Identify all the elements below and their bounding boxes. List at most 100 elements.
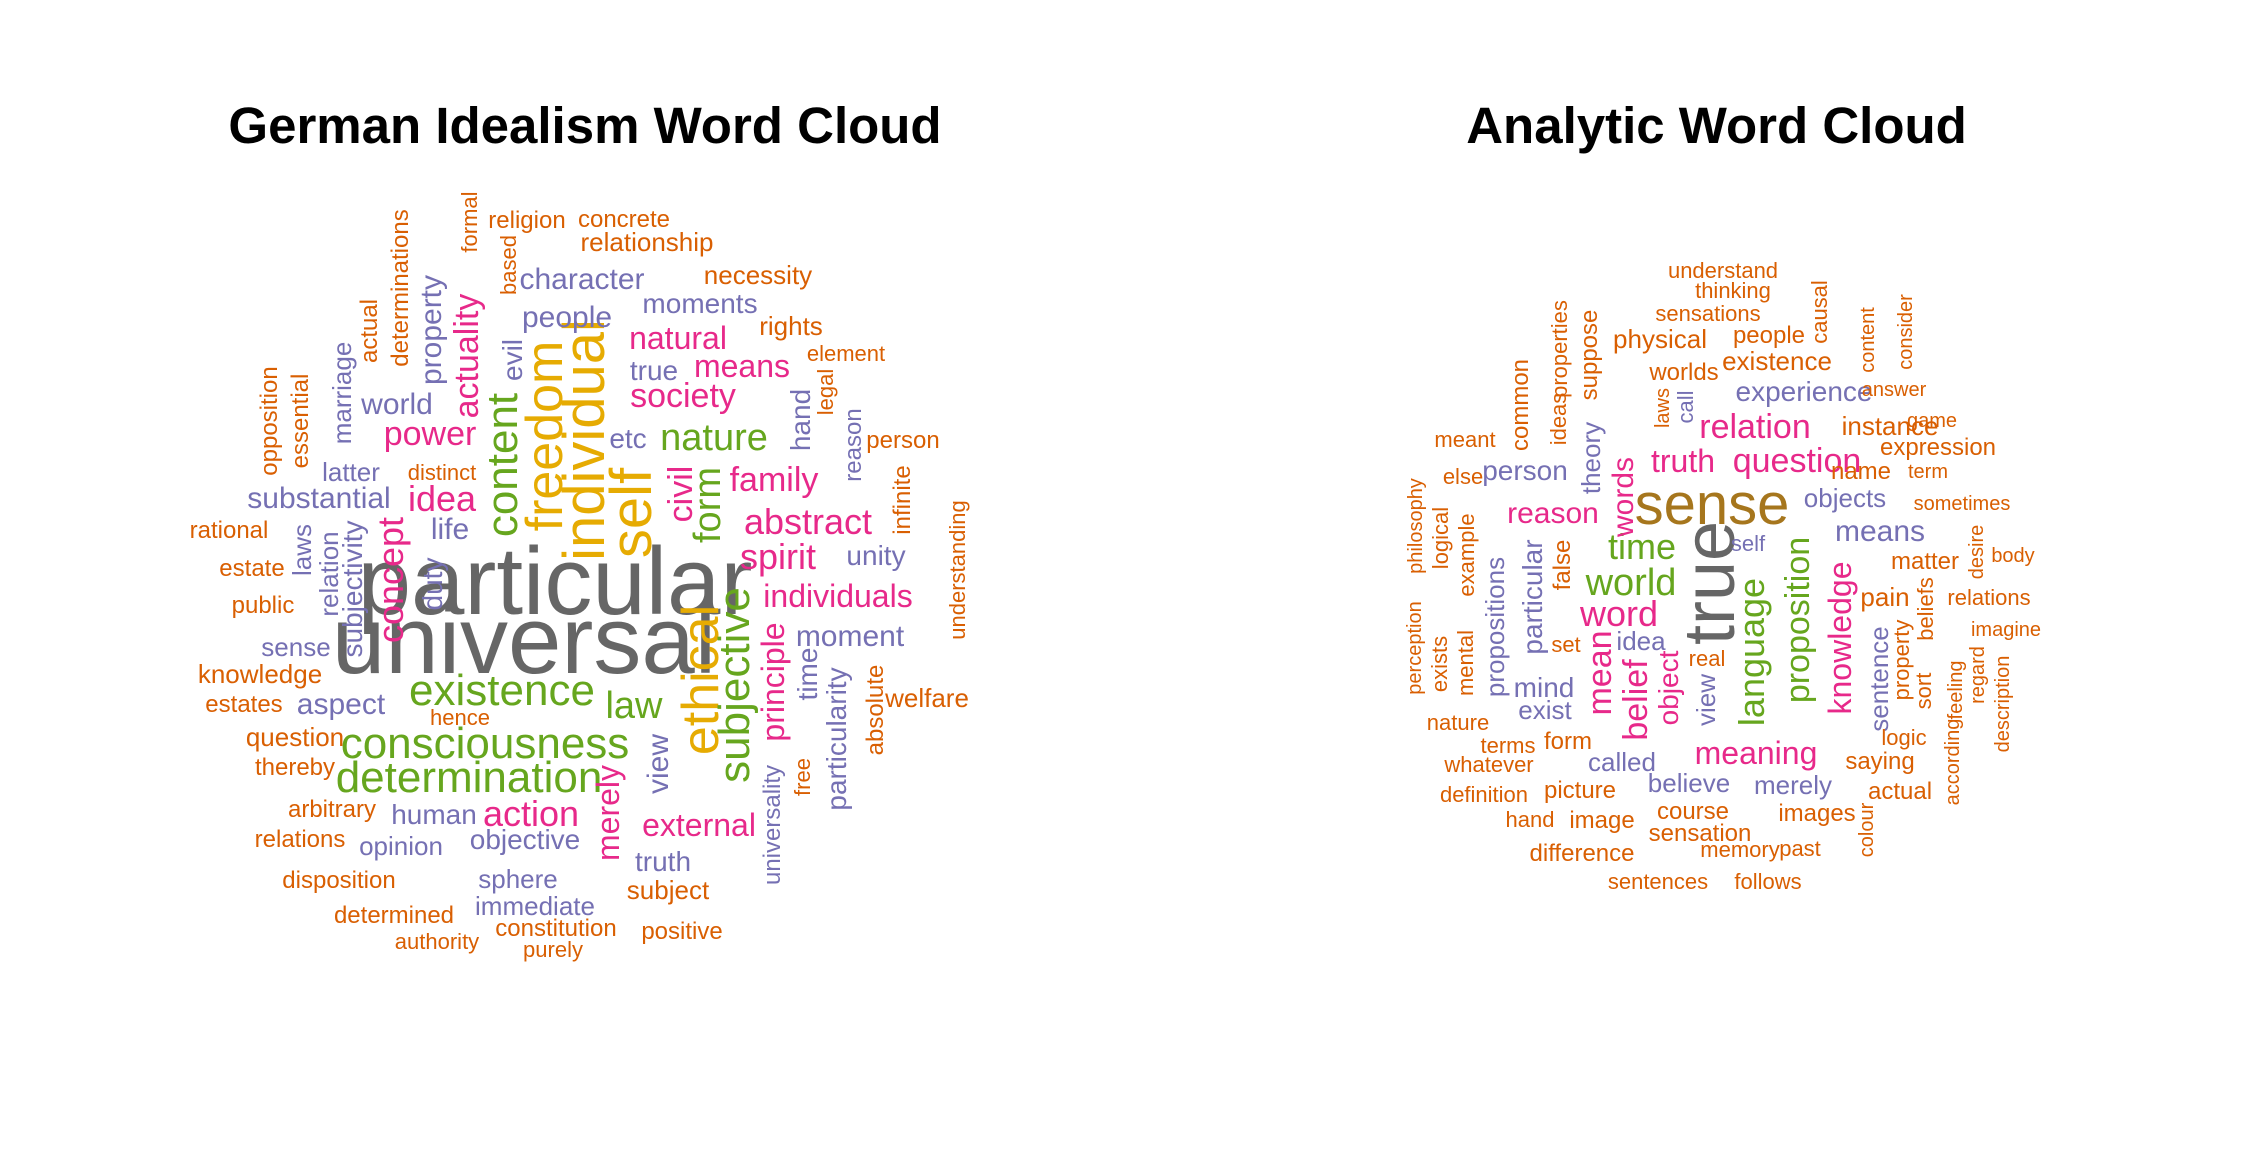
cloud-word: perception: [1404, 601, 1426, 695]
cloud-word: physical: [1613, 324, 1707, 354]
cloud-word: family: [729, 461, 819, 499]
cloud-word: spirit: [739, 536, 817, 577]
cloud-word: relations: [254, 826, 346, 853]
cloud-word: objects: [1803, 483, 1887, 513]
cloud-word: etc: [609, 423, 647, 454]
cloud-word: words: [1607, 456, 1640, 538]
cloud-word: abstract: [743, 501, 873, 542]
cloud-word: mind: [1513, 672, 1575, 703]
cloud-word: particular: [1517, 539, 1548, 655]
cloud-word: relations: [1947, 585, 2031, 610]
cloud-word: truth: [1650, 443, 1716, 479]
cloud-word: false: [1549, 539, 1576, 591]
cloud-word: welfare: [885, 683, 969, 713]
cloud-word: self: [599, 467, 664, 559]
cloud-word: knowledge: [1822, 561, 1858, 715]
cloud-word: past: [1779, 836, 1821, 861]
cloud-word: sort: [1911, 672, 1936, 710]
cloud-word: regard: [1967, 646, 1989, 704]
cloud-word: immediate: [475, 891, 595, 921]
cloud-word: concrete: [577, 206, 671, 233]
cloud-word: moment: [795, 620, 905, 653]
cloud-word: natural: [629, 320, 727, 356]
cloud-word: instance: [1841, 411, 1939, 441]
cloud-word: duty: [417, 557, 448, 611]
cloud-word: hand: [1505, 807, 1555, 832]
cloud-word: hence: [430, 705, 490, 730]
cloud-word: set: [1551, 632, 1581, 657]
cloud-word: difference: [1529, 840, 1635, 867]
cloud-word: whatever: [1444, 752, 1534, 777]
cloud-word: property: [415, 274, 448, 386]
cloud-word: merely: [1753, 770, 1833, 800]
cloud-word: actual: [1867, 778, 1933, 805]
cloud-word: meant: [1434, 427, 1496, 452]
cloud-word: knowledge: [197, 659, 323, 689]
cloud-word: hand: [785, 388, 816, 452]
cloud-word: subjectivity: [337, 520, 368, 658]
cloud-word: unity: [846, 540, 906, 571]
cloud-word: call: [1673, 390, 1698, 424]
cloud-word: particular: [357, 528, 753, 635]
cloud-word: nature: [1426, 710, 1490, 735]
cloud-word: determined: [333, 902, 455, 929]
cloud-word: object: [1653, 650, 1684, 726]
cloud-word: thereby: [254, 754, 336, 781]
cloud-word: game: [1906, 410, 1958, 432]
cloud-word: based: [496, 235, 521, 295]
cloud-word: term: [1908, 461, 1948, 483]
cloud-word: essential: [287, 373, 314, 469]
cloud-word: laws: [287, 523, 317, 577]
cloud-word: theory: [1576, 421, 1606, 495]
cloud-word: latter: [322, 457, 380, 487]
cloud-word: content: [1857, 307, 1879, 373]
cloud-word: rational: [189, 517, 269, 544]
cloud-word: concept: [370, 516, 411, 644]
cloud-word: means: [693, 348, 791, 384]
cloud-word: action: [482, 793, 580, 834]
cloud-word: feeling: [1945, 660, 1967, 720]
cloud-word: form: [1544, 728, 1592, 755]
cloud-word: exist: [1518, 695, 1572, 725]
cloud-word: substantial: [247, 482, 391, 515]
cloud-word: determination: [335, 753, 603, 802]
cloud-word: principle: [755, 622, 791, 742]
cloud-word: view: [1691, 673, 1721, 727]
cloud-word: word: [1579, 593, 1659, 634]
cloud-word: properties: [1547, 300, 1572, 398]
cloud-word: sense: [1634, 472, 1790, 537]
cloud-word: time: [792, 647, 823, 701]
cloud-word: actuality: [448, 293, 486, 419]
cloud-word: sense: [261, 632, 331, 662]
cloud-word: objective: [469, 824, 581, 855]
cloud-word: name: [1830, 458, 1892, 485]
cloud-word: proposition: [1779, 536, 1817, 704]
cloud-word: expression: [1879, 434, 1997, 461]
cloud-word: sentences: [1607, 869, 1709, 894]
cloud-word: true: [629, 355, 679, 386]
cloud-word: sphere: [478, 864, 558, 894]
cloud-word: person: [866, 427, 940, 454]
cloud-word: subjective: [710, 587, 759, 783]
cloud-word: language: [1731, 577, 1772, 727]
cloud-word: element: [806, 341, 886, 366]
cloud-word: imagine: [1970, 619, 2042, 641]
cloud-word: absolute: [862, 664, 889, 756]
cloud-word: disposition: [282, 867, 396, 894]
cloud-word: terms: [1480, 733, 1536, 758]
cloud-word: beliefs: [1913, 577, 1938, 641]
cloud-word: picture: [1543, 777, 1617, 804]
cloud-word: infinite: [889, 465, 916, 535]
analytic-cloud-panel: Analytic Word Cloud sense true time world la…: [1170, 0, 2263, 1153]
cloud-word: moments: [642, 288, 758, 319]
cloud-word: positive: [641, 918, 723, 945]
cloud-word: relation: [1699, 408, 1811, 446]
cloud-word: universality: [759, 764, 786, 886]
cloud-word: follows: [1734, 869, 1802, 894]
cloud-word: consciousness: [340, 719, 630, 768]
cloud-word: causal: [1807, 280, 1832, 344]
cloud-word: believe: [1647, 768, 1731, 798]
cloud-word: logic: [1881, 725, 1927, 750]
cloud-word: memory: [1700, 837, 1780, 862]
cloud-word: pain: [1860, 582, 1910, 612]
